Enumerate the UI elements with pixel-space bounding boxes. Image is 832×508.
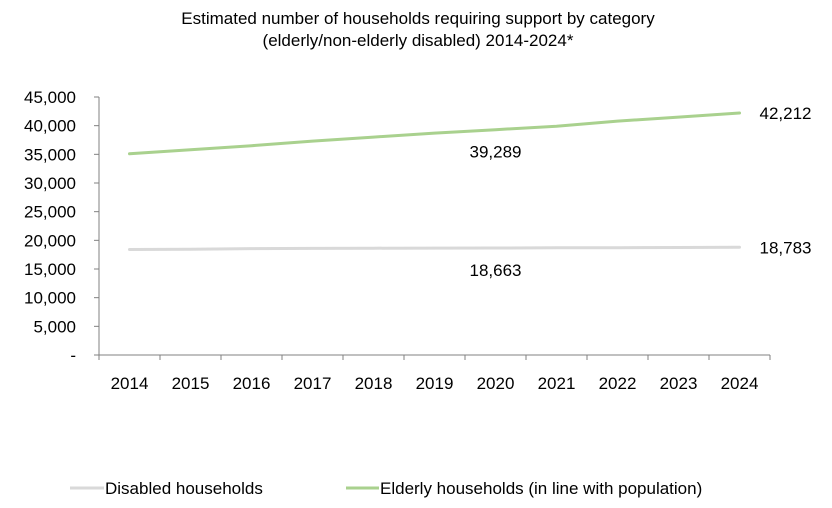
data-label: 39,289	[470, 143, 522, 162]
x-tick-label: 2016	[233, 374, 271, 393]
series-line-disabled-households	[128, 245, 741, 251]
chart-title-line-2: (elderly/non-elderly disabled) 2014-2024…	[263, 31, 574, 50]
data-labels: 18,663 18,783 39,289 42,212	[470, 104, 812, 280]
y-tick-label: 15,000	[24, 260, 76, 279]
x-tick-label: 2021	[538, 374, 576, 393]
data-label: 18,663	[470, 261, 522, 280]
x-tick-label: 2023	[660, 374, 698, 393]
x-tick-label: 2014	[111, 374, 149, 393]
legend-label: Disabled households	[105, 479, 263, 498]
y-tick-label: 10,000	[24, 289, 76, 308]
chart-title-line-1: Estimated number of households requiring…	[181, 9, 655, 28]
y-tick-label: 20,000	[24, 231, 76, 250]
chart-axes	[98, 97, 770, 356]
x-tick-label: 2018	[355, 374, 393, 393]
x-tick-label: 2019	[416, 374, 454, 393]
legend-label: Elderly households (in line with populat…	[380, 479, 702, 498]
legend-item-elderly-households: Elderly households (in line with populat…	[346, 479, 702, 498]
y-tick-label: 40,000	[24, 117, 76, 136]
data-label: 42,212	[760, 104, 812, 123]
chart-title: Estimated number of households requiring…	[181, 9, 655, 50]
series-line-elderly-households	[128, 111, 741, 156]
x-tick-label: 2024	[721, 374, 759, 393]
y-tick-label: 30,000	[24, 174, 76, 193]
x-tick-label: 2020	[477, 374, 515, 393]
y-tick-label: 5,000	[33, 317, 76, 336]
x-tick-label: 2022	[599, 374, 637, 393]
y-tick-label: -	[70, 346, 76, 365]
y-tick-label: 25,000	[24, 203, 76, 222]
x-tick-label: 2015	[172, 374, 210, 393]
chart-series	[128, 111, 741, 251]
chart-legend: Disabled households Elderly households (i…	[70, 479, 702, 498]
x-tick-label: 2017	[294, 374, 332, 393]
data-label: 18,783	[760, 238, 812, 257]
y-tick-label: 35,000	[24, 145, 76, 164]
legend-item-disabled-households: Disabled households	[70, 479, 263, 498]
x-axis-ticks: 2014 2015 2016 2017 2018 2019 2020 2021 2022 2023…	[98, 355, 771, 393]
y-tick-label: 45,000	[24, 88, 76, 107]
y-axis-ticks: - 5,000 10,000 15,000 20,000 25,000 30,000 35,0…	[24, 88, 99, 365]
